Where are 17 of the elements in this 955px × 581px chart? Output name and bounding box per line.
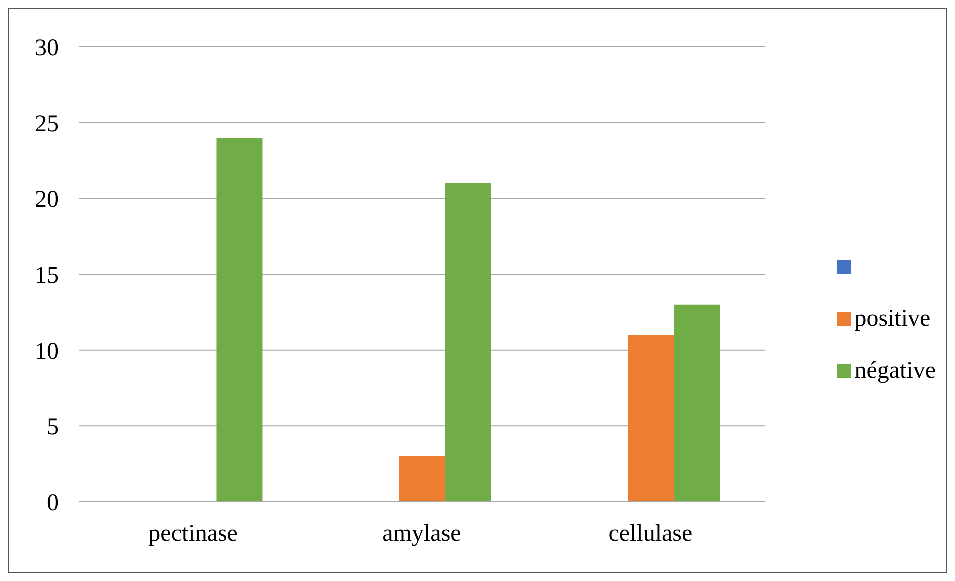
y-tick-label: 15 <box>35 263 59 290</box>
legend-label: positive <box>854 306 931 332</box>
bar <box>628 335 674 502</box>
x-tick-label: pectinase <box>148 521 238 548</box>
y-tick-label: 25 <box>35 111 59 138</box>
bar <box>216 138 263 502</box>
y-tick-label: 30 <box>35 36 59 62</box>
bar <box>399 456 446 502</box>
x-tick-label: cellulase <box>608 521 693 548</box>
y-tick-label: 0 <box>47 490 59 517</box>
bar <box>674 304 720 502</box>
y-tick-label: 5 <box>47 414 59 441</box>
y-tick-label: 10 <box>35 338 59 365</box>
bar <box>445 184 492 502</box>
y-tick-label: 20 <box>35 187 59 214</box>
x-tick-label: amylase <box>382 521 462 548</box>
legend-label: négative <box>854 358 936 384</box>
